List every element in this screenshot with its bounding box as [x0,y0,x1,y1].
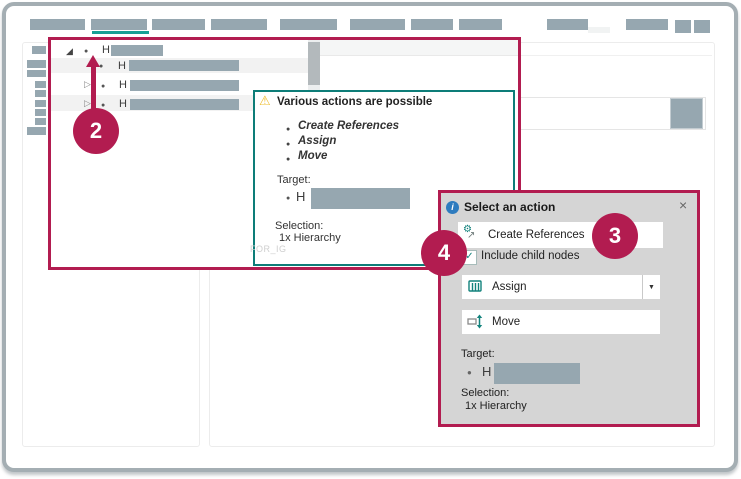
tree-node-label: H [119,98,127,110]
collapsed-triangle-icon[interactable]: ▷ [84,98,91,108]
tree-node-label: H [118,60,126,72]
close-icon[interactable]: × [679,197,688,213]
actions-tooltip: ⚠ Various actions are possible ● Create … [253,90,515,266]
step2-arrow-head [86,55,100,67]
tooltip-title: Various actions are possible [277,96,433,108]
tree-row-selected[interactable]: ● H [51,58,308,73]
tab-redacted[interactable] [411,19,453,30]
collapsed-triangle-icon[interactable]: ▷ [84,79,91,89]
assign-label: Assign [492,281,527,293]
side-label-redacted [27,70,46,77]
target-node-label: H [482,364,492,379]
toolbar-strip [588,27,610,33]
tree-row-root[interactable]: ◢ ● H [51,43,308,58]
node-bullet-icon: ● [84,48,89,55]
node-bullet-icon: ● [286,195,291,202]
step-badge-2: 2 [73,108,119,154]
warning-icon: ⚠ [259,93,271,108]
tab-redacted[interactable] [350,19,405,30]
side-label-redacted [35,118,46,125]
create-references-icon: ⚙ ↗ [463,224,476,241]
side-label-redacted [32,46,46,54]
move-icon [467,314,485,330]
tree-node-label: H [102,44,110,56]
background-bleed-text: FOR_IG [250,244,287,254]
list-bullet-icon: ● [286,141,291,148]
node-bullet-icon: ● [101,83,106,90]
tab-redacted[interactable] [280,19,337,30]
side-label-redacted [35,100,46,107]
target-label: Target: [461,348,495,360]
tab-redacted[interactable] [459,19,502,30]
info-icon: i [446,201,459,214]
tree-node-label: H [119,79,127,91]
include-child-nodes-label: Include child nodes [481,250,580,262]
tooltip-action: Move [298,150,328,162]
assign-dropdown-arrow[interactable]: ▼ [642,275,660,299]
move-label: Move [492,316,521,328]
side-label-redacted [27,127,46,135]
assign-button[interactable]: Assign ▼ [462,275,660,299]
toolbar-item-redacted[interactable] [626,19,668,30]
create-references-label: Create References [488,229,585,241]
node-bullet-icon: ● [101,102,106,109]
tree-header-area [320,40,518,56]
scrollbar-thumb[interactable] [308,42,320,85]
tree-node-redacted [111,45,163,56]
move-button[interactable]: Move [462,310,660,334]
target-redacted [494,363,580,384]
side-label-redacted [35,81,46,88]
target-redacted [311,188,410,209]
list-bullet-icon: ● [286,126,291,133]
tooltip-action: Create References [298,120,400,132]
node-bullet-icon: ● [99,63,104,70]
toolbar-item-redacted[interactable] [547,19,588,30]
step-badge-4: 4 [421,230,467,276]
tab-redacted[interactable] [211,19,267,30]
tree-node-redacted [129,60,239,71]
tree-row[interactable]: ▷ ● H [51,96,308,111]
node-bullet-icon: ● [467,368,472,377]
select-action-dialog: i Select an action × ⚙ ↗ Create Referenc… [438,190,700,427]
target-node-label: H [296,189,306,204]
selected-tab-underline [92,31,149,34]
tree-node-redacted [130,99,239,110]
selection-value: 1x Hierarchy [279,232,341,244]
selection-value: 1x Hierarchy [465,400,527,412]
toolbar-button-redacted[interactable] [675,20,691,33]
tab-redacted[interactable] [30,19,85,30]
tree-row[interactable]: ▷ ● H [51,78,308,93]
step-badge-3: 3 [592,213,638,259]
list-bullet-icon: ● [286,156,291,163]
side-label-redacted [35,90,46,97]
tree-node-redacted [130,80,239,91]
side-label-redacted [27,60,46,68]
side-label-redacted [35,109,46,116]
selection-label: Selection: [461,387,510,399]
tab-redacted-selected[interactable] [91,19,147,30]
tooltip-action: Assign [298,135,337,147]
dialog-title: Select an action [464,200,556,214]
selection-label: Selection: [275,220,324,232]
target-label: Target: [277,174,311,186]
expanded-triangle-icon[interactable]: ◢ [66,46,73,56]
toolbar-button-redacted[interactable] [694,20,710,33]
assign-icon [467,279,485,295]
step2-arrow-shaft [91,66,96,109]
tab-redacted[interactable] [152,19,205,30]
form-field-button-redacted[interactable] [670,98,703,129]
